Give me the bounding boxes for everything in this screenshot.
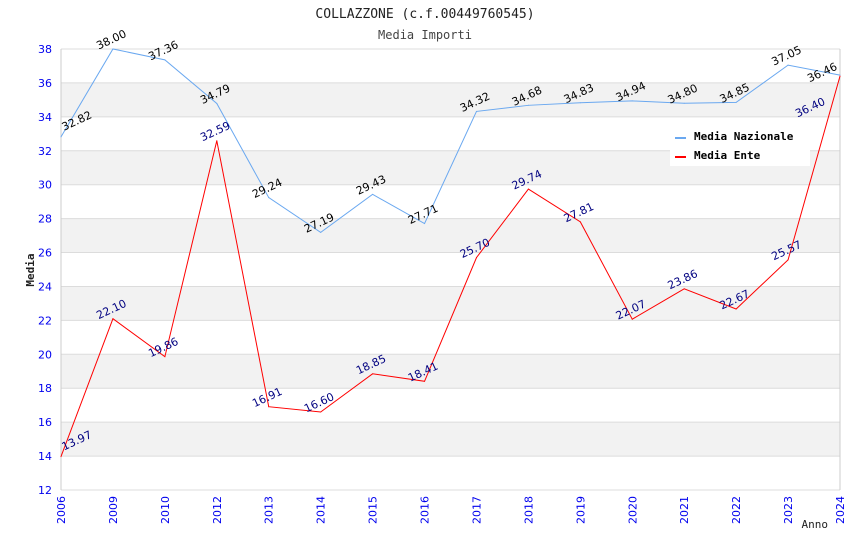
- series-line-nazionale: [60, 48, 841, 233]
- data-point: [320, 231, 322, 233]
- x-tick-label: 2016: [419, 496, 432, 524]
- chart-title: COLLAZZONE (c.f.00449760545): [315, 7, 534, 22]
- y-tick-label: 28: [38, 213, 52, 226]
- data-point: [268, 197, 270, 199]
- data-point: [475, 257, 477, 259]
- x-tick-label: 2023: [782, 496, 795, 524]
- data-point: [735, 308, 737, 310]
- data-point: [579, 102, 581, 104]
- data-point: [268, 406, 270, 408]
- data-point: [683, 102, 685, 104]
- grid-band: [61, 218, 840, 253]
- y-tick-label: 32: [38, 145, 52, 158]
- data-point: [60, 136, 62, 138]
- x-tick-label: 2012: [211, 496, 224, 524]
- x-tick-label: 2013: [263, 496, 276, 524]
- data-label: 37.05: [770, 43, 804, 68]
- y-tick-label: 24: [38, 280, 52, 293]
- data-point: [631, 318, 633, 320]
- data-point: [527, 104, 529, 106]
- data-point: [60, 456, 62, 458]
- y-tick-label: 12: [38, 484, 52, 497]
- data-label: 36.46: [805, 60, 839, 85]
- data-label: 32.59: [198, 119, 232, 144]
- data-point: [631, 100, 633, 102]
- data-point: [839, 75, 841, 77]
- y-tick-label: 38: [38, 43, 52, 56]
- data-point: [683, 288, 685, 290]
- x-tick-label: 2010: [159, 496, 172, 524]
- grid-band: [61, 422, 840, 457]
- data-point: [839, 74, 841, 76]
- x-tick-label: 2017: [470, 496, 483, 524]
- x-tick-label: 2015: [367, 496, 380, 524]
- x-tick-label: 2006: [55, 496, 68, 524]
- x-tick-label: 2020: [626, 496, 639, 524]
- x-tick-label: 2021: [678, 496, 691, 524]
- data-label: 16.91: [250, 385, 284, 410]
- data-point: [164, 356, 166, 358]
- x-tick-label: 2014: [315, 496, 328, 524]
- data-point: [320, 411, 322, 413]
- data-point: [372, 193, 374, 195]
- data-point: [372, 373, 374, 375]
- data-point: [475, 110, 477, 112]
- data-point: [787, 259, 789, 261]
- data-point: [112, 48, 114, 50]
- y-tick-label: 18: [38, 382, 52, 395]
- y-tick-label: 34: [38, 111, 52, 124]
- x-tick-label: 2019: [574, 496, 587, 524]
- data-point: [164, 59, 166, 61]
- data-point: [216, 140, 218, 142]
- y-tick-label: 36: [38, 77, 52, 90]
- y-axis-label: Media: [24, 253, 37, 286]
- y-tick-label: 16: [38, 416, 52, 429]
- y-tick-label: 22: [38, 314, 52, 327]
- x-tick-label: 2024: [834, 496, 847, 524]
- data-point: [579, 221, 581, 223]
- x-tick-label: 2009: [107, 496, 120, 524]
- x-tick-label: 2022: [730, 496, 743, 524]
- data-point: [787, 64, 789, 66]
- legend-label-nazionale: Media Nazionale: [694, 130, 794, 143]
- grid-band: [61, 354, 840, 389]
- y-tick-label: 14: [38, 450, 52, 463]
- y-tick-label: 26: [38, 247, 52, 260]
- data-point: [424, 223, 426, 225]
- legend-label-ente: Media Ente: [694, 149, 761, 162]
- x-axis-label: Anno: [802, 518, 829, 531]
- data-point: [527, 188, 529, 190]
- data-point: [424, 380, 426, 382]
- grid-band: [61, 286, 840, 321]
- grid-band: [61, 82, 840, 117]
- x-tick-label: 2018: [522, 496, 535, 524]
- data-point: [735, 101, 737, 103]
- data-point: [216, 102, 218, 104]
- y-tick-label: 20: [38, 348, 52, 361]
- series-line-ente: [60, 76, 841, 457]
- legend: Media Nazionale Media Ente: [670, 125, 810, 166]
- y-tick-label: 30: [38, 179, 52, 192]
- data-point: [112, 318, 114, 320]
- chart-subtitle: Media Importi: [378, 28, 472, 42]
